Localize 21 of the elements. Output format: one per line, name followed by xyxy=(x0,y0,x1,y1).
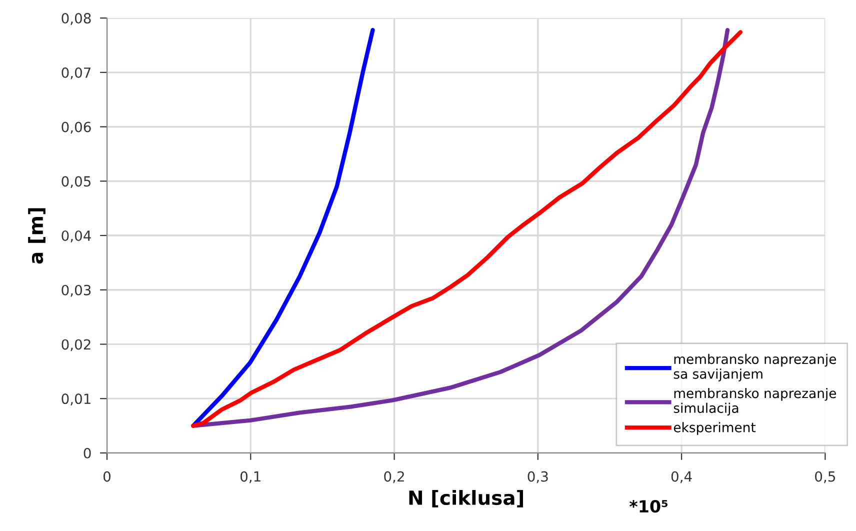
y-tick-label: 0,08 xyxy=(62,13,91,25)
x-tick-label: 0,1 xyxy=(240,471,260,484)
y-tick-label: 0 xyxy=(84,448,91,458)
y-axis-title: a [m] xyxy=(28,208,46,264)
y-tick-label: 0,01 xyxy=(62,394,90,406)
x-tick-label: 0 xyxy=(103,471,110,482)
y-tick-label: 0,02 xyxy=(62,339,90,352)
x-tick-label: 0,5 xyxy=(815,471,836,484)
legend-label: membransko naprezanje simulacija xyxy=(674,388,836,416)
x-tick-label: 0,2 xyxy=(384,471,404,484)
y-tick-label: 0,03 xyxy=(62,284,91,297)
x-axis-title: N [ciklusa] xyxy=(409,490,523,508)
x-tick-label: 0,3 xyxy=(528,471,548,484)
y-tick-label: 0,04 xyxy=(62,230,91,242)
x-tick-label: 0,4 xyxy=(671,471,692,484)
legend-label: membransko naprezanje sa savijanjem xyxy=(674,354,836,382)
y-tick-label: 0,07 xyxy=(62,67,91,80)
text: *10⁵ xyxy=(629,500,668,513)
y-tick-label: 0,06 xyxy=(62,122,91,134)
y-tick-label: 0,05 xyxy=(62,176,91,188)
legend-label: eksperiment xyxy=(674,422,756,435)
